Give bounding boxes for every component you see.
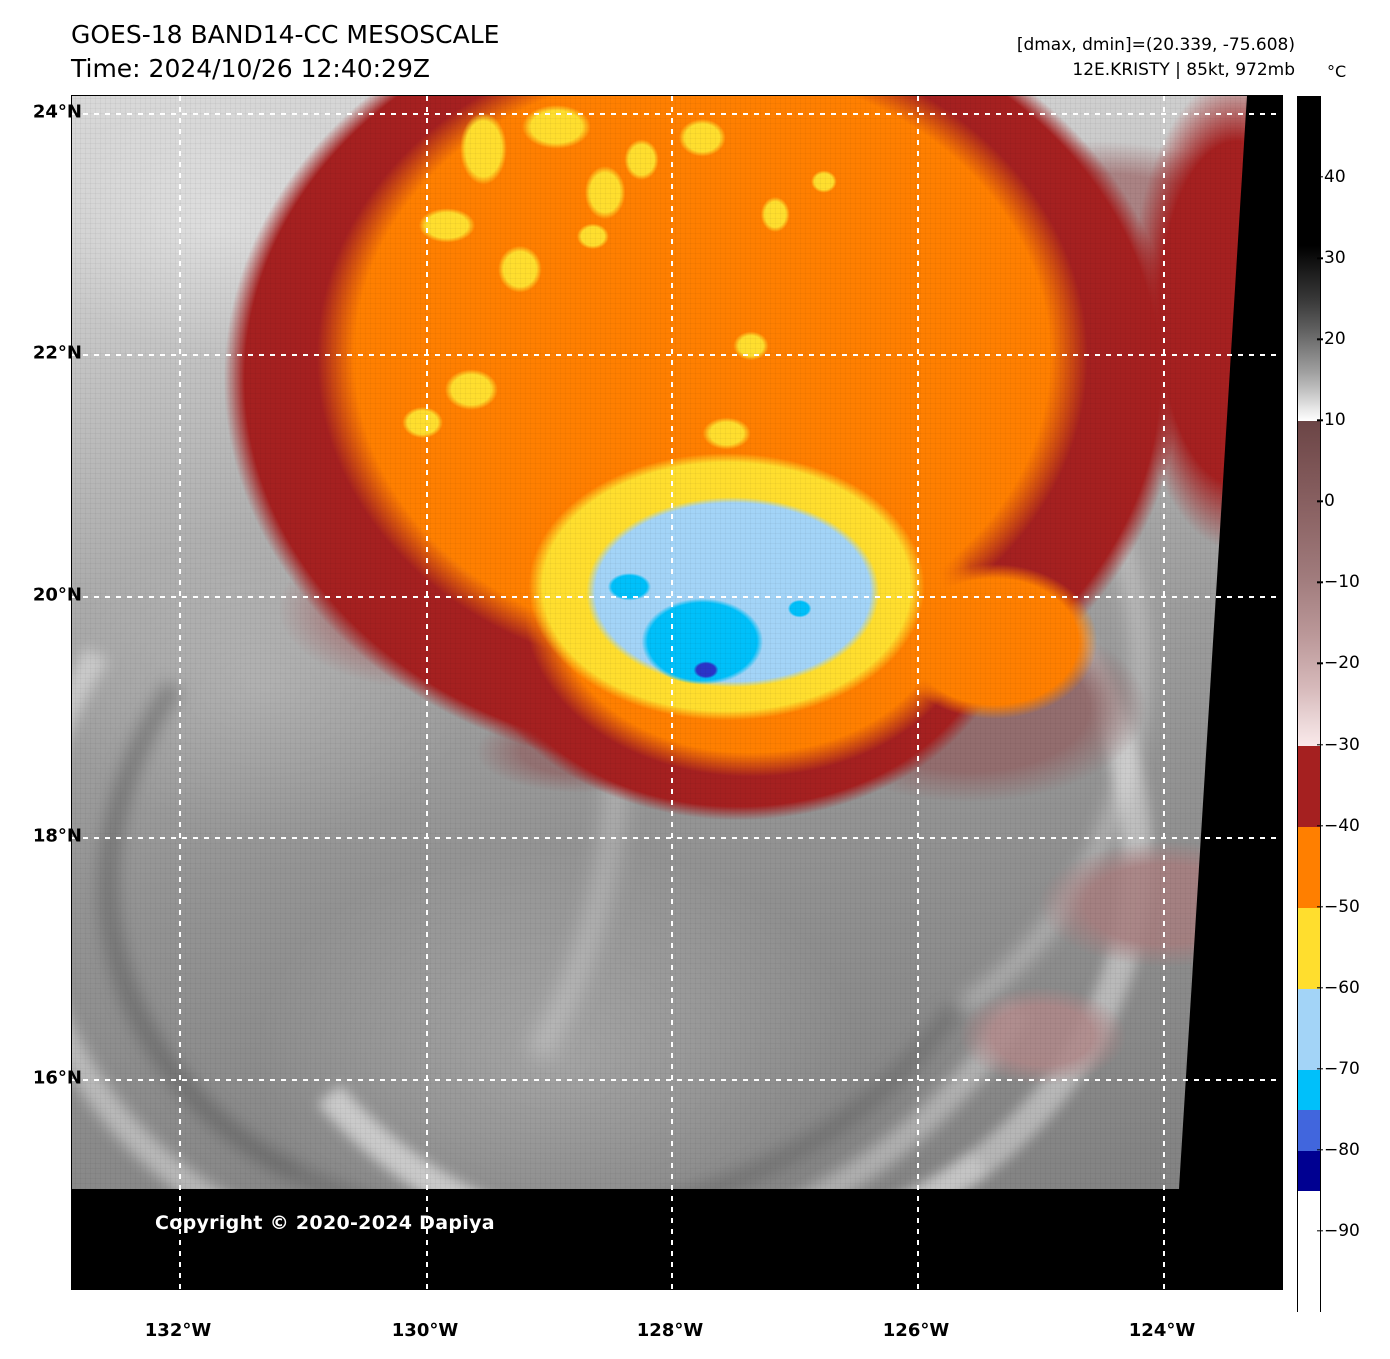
timestamp-label: Time: 2024/10/26 12:40:29Z xyxy=(71,53,430,83)
copyright-label: Copyright © 2020-2024 Dapiya xyxy=(155,1212,495,1234)
lon-tick-label: 130°W xyxy=(391,1320,459,1341)
product-title: GOES-18 BAND14-CC MESOSCALE xyxy=(71,20,500,49)
gridline-lat-20°N xyxy=(72,596,1282,598)
lat-tick-label: 18°N xyxy=(32,825,82,847)
metadata-block: [dmax, dmin]=(20.339, -75.608) 12E.KRIST… xyxy=(1017,33,1295,82)
lat-tick-label: 20°N xyxy=(32,584,82,606)
gridline-lat-16°N xyxy=(72,1079,1282,1081)
colorbar-band-yellow xyxy=(1298,907,1320,989)
colorbar-tick-label: −40 xyxy=(1317,816,1384,836)
dmax-dmin-label: [dmax, dmin]=(20.339, -75.608) xyxy=(1016,35,1295,55)
storm-info-label: 12E.KRISTY | 85kt, 972mb xyxy=(1072,59,1295,80)
colorbar-tick-label: −80 xyxy=(1317,1140,1384,1160)
lat-tick-label: 24°N xyxy=(32,101,82,123)
colorbar-tick-label: −10 xyxy=(1317,572,1384,592)
page-title: GOES-18 BAND14-CC MESOSCALE Time: 2024/1… xyxy=(71,18,499,85)
satellite-map[interactable]: Copyright © 2020-2024 Dapiya xyxy=(71,95,1283,1290)
colorbar-tick-label: 30 xyxy=(1317,248,1384,268)
colorbar-tick-label: 20 xyxy=(1317,329,1384,349)
lat-tick-label: 16°N xyxy=(32,1067,82,1089)
pixel-texture-overlay xyxy=(72,96,1248,1189)
gridline-lon-132°W xyxy=(179,96,181,1289)
colorbar-tick-label: −30 xyxy=(1317,735,1384,755)
colorbar-band-orange xyxy=(1298,826,1320,908)
gridline-lat-18°N xyxy=(72,837,1282,839)
colorbar-band-navy xyxy=(1298,1150,1320,1192)
colorbar-tick-label: 10 xyxy=(1317,410,1384,430)
lon-tick-label: 124°W xyxy=(1128,1320,1196,1341)
colorbar-unit-label: °C xyxy=(1327,62,1347,81)
satellite-swath xyxy=(72,96,1248,1189)
colorbar-tick-label: 0 xyxy=(1317,491,1384,511)
gridline-lat-22°N xyxy=(72,354,1282,356)
lat-tick-label: 22°N xyxy=(32,342,82,364)
lon-tick-label: 126°W xyxy=(882,1320,950,1341)
colorbar-tick-label: −20 xyxy=(1317,653,1384,673)
gridline-lon-124°W xyxy=(1163,96,1165,1289)
map-canvas xyxy=(72,96,1282,1289)
colorbar-mauve-segment xyxy=(1298,421,1320,746)
colorbar-band-royal-blue xyxy=(1298,1110,1320,1151)
colorbar-band-dark-red xyxy=(1298,745,1320,827)
colorbar-tick-label: −70 xyxy=(1317,1059,1384,1079)
gridline-lon-130°W xyxy=(426,96,428,1289)
lon-tick-label: 128°W xyxy=(636,1320,704,1341)
colorbar-grayscale-segment xyxy=(1298,97,1320,422)
colorbar[interactable] xyxy=(1297,96,1321,1313)
lon-tick-label: 132°W xyxy=(144,1320,212,1341)
colorbar-band-light-blue xyxy=(1298,988,1320,1070)
colorbar-band-cyan xyxy=(1298,1069,1320,1111)
coldest-cloud-top-marker xyxy=(72,96,1248,1189)
colorbar-tick-label: −50 xyxy=(1317,897,1384,917)
colorbar-band-white xyxy=(1298,1191,1320,1313)
gridline-lat-24°N xyxy=(72,113,1282,115)
colorbar-tick-label: −90 xyxy=(1317,1221,1384,1241)
gridline-lon-128°W xyxy=(671,96,673,1289)
colorbar-tick-label: −60 xyxy=(1317,978,1384,998)
colorbar-tick-label: 40 xyxy=(1317,167,1384,187)
gridline-lon-126°W xyxy=(917,96,919,1289)
